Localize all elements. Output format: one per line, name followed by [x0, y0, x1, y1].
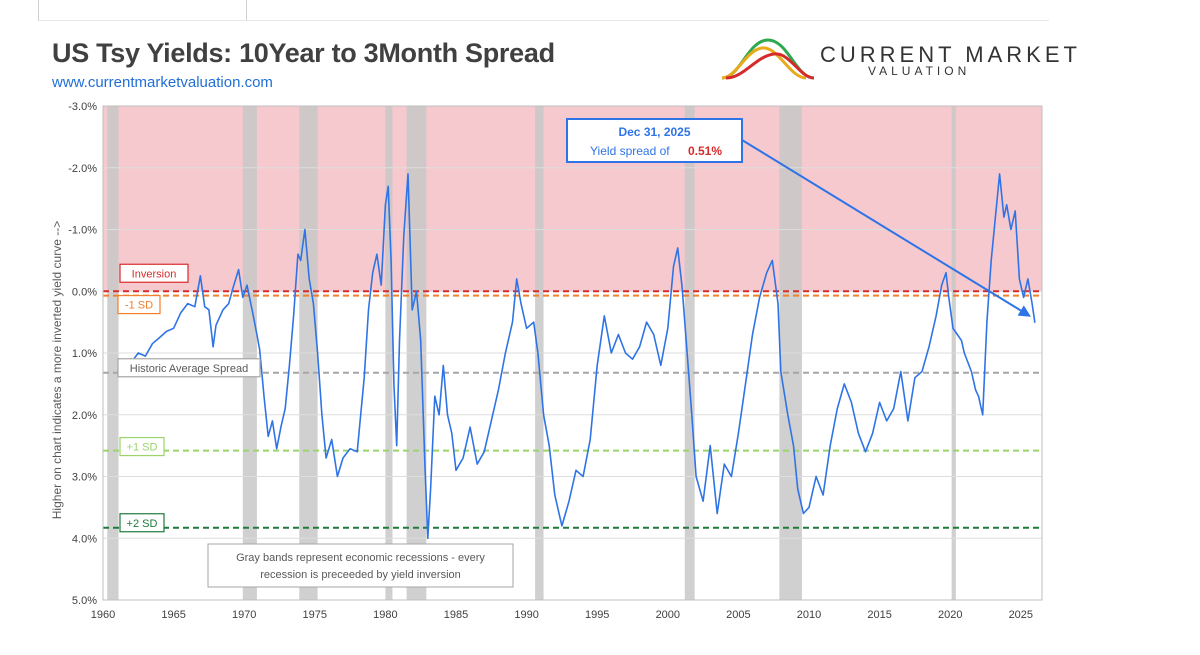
reference-line-labels: Inversion -1 SD Historic Average Spread +1 …	[117, 263, 261, 533]
y-axis-label: Higher on chart indicates a more inverte…	[50, 221, 64, 519]
annotation-text: Yield spread of	[590, 144, 670, 158]
x-tick-label: 2020	[938, 609, 962, 621]
x-tick-label: 1990	[514, 609, 538, 621]
x-tick-label: 2015	[867, 609, 891, 621]
logo-subtitle: VALUATION	[868, 64, 971, 78]
y-tick-label: -2.0%	[68, 163, 97, 175]
toolbar-tab[interactable]	[38, 0, 245, 21]
reference-label: Inversion	[132, 268, 177, 280]
y-tick-label: -1.0%	[68, 225, 97, 237]
reference-label-box	[119, 263, 189, 283]
y-tick-label: -3.0%	[68, 101, 97, 113]
annotation-date: Dec 31, 2025	[618, 125, 690, 139]
reference-label-box	[117, 294, 161, 315]
note-box	[207, 543, 514, 588]
annotation-arrow	[741, 139, 1022, 312]
y-tick-label: 3.0%	[72, 472, 97, 484]
y-axis: -3.0% -2.0% -1.0% 0.0% 1.0% 2.0% 3.0% 4.0% 5.0%	[68, 101, 97, 607]
x-tick-label: 1960	[91, 609, 115, 621]
reference-label-box	[117, 358, 261, 378]
x-tick-label: 1985	[444, 609, 468, 621]
note-line-1: Gray bands represent economic recessions…	[236, 552, 485, 564]
y-tick-label: 1.0%	[72, 348, 97, 360]
x-tick-label: 1970	[232, 609, 256, 621]
x-axis: 1960 1965 1970 1975 1980 1985 1990 1995 2000 2005…	[91, 609, 1033, 621]
reference-label: Historic Average Spread	[130, 363, 248, 375]
x-tick-label: 2005	[726, 609, 750, 621]
reference-label-box	[119, 513, 165, 533]
page-title: US Tsy Yields: 10Year to 3Month Spread	[52, 38, 555, 68]
x-tick-label: 2025	[1009, 609, 1033, 621]
logo-name: CURRENT MARKET	[820, 42, 1081, 67]
reference-label: +2 SD	[127, 518, 158, 530]
recession-note: Gray bands represent economic recessions…	[207, 543, 514, 588]
reference-lines	[103, 290, 1042, 529]
logo-icon	[721, 38, 815, 80]
reference-label: +1 SD	[127, 442, 158, 454]
y-tick-label: 0.0%	[72, 286, 97, 298]
y-tick-label: 2.0%	[72, 410, 97, 422]
note-line-2: recession is preceeded by yield inversio…	[260, 569, 461, 581]
annotation-callout: Dec 31, 2025 Yield spread of 0.51%	[566, 118, 1031, 317]
plot-border	[102, 105, 1043, 601]
annotation-value: 0.51%	[688, 144, 722, 158]
y-tick-label: 5.0%	[72, 595, 97, 607]
x-tick-label: 1995	[585, 609, 609, 621]
x-tick-label: 2000	[656, 609, 680, 621]
toolbar-tab[interactable]	[246, 0, 1049, 21]
x-tick-label: 2010	[797, 609, 821, 621]
annotation-arrowhead	[1017, 305, 1031, 317]
website-url[interactable]: www.currentmarketvaluation.com	[52, 74, 273, 91]
reference-label: -1 SD	[125, 300, 153, 312]
series-line	[130, 173, 1036, 540]
x-tick-label: 1980	[373, 609, 397, 621]
x-tick-label: 1975	[303, 609, 327, 621]
reference-label-box	[119, 436, 165, 457]
x-tick-label: 1965	[161, 609, 185, 621]
top-bar	[0, 0, 1200, 22]
y-tick-label: 4.0%	[72, 533, 97, 545]
